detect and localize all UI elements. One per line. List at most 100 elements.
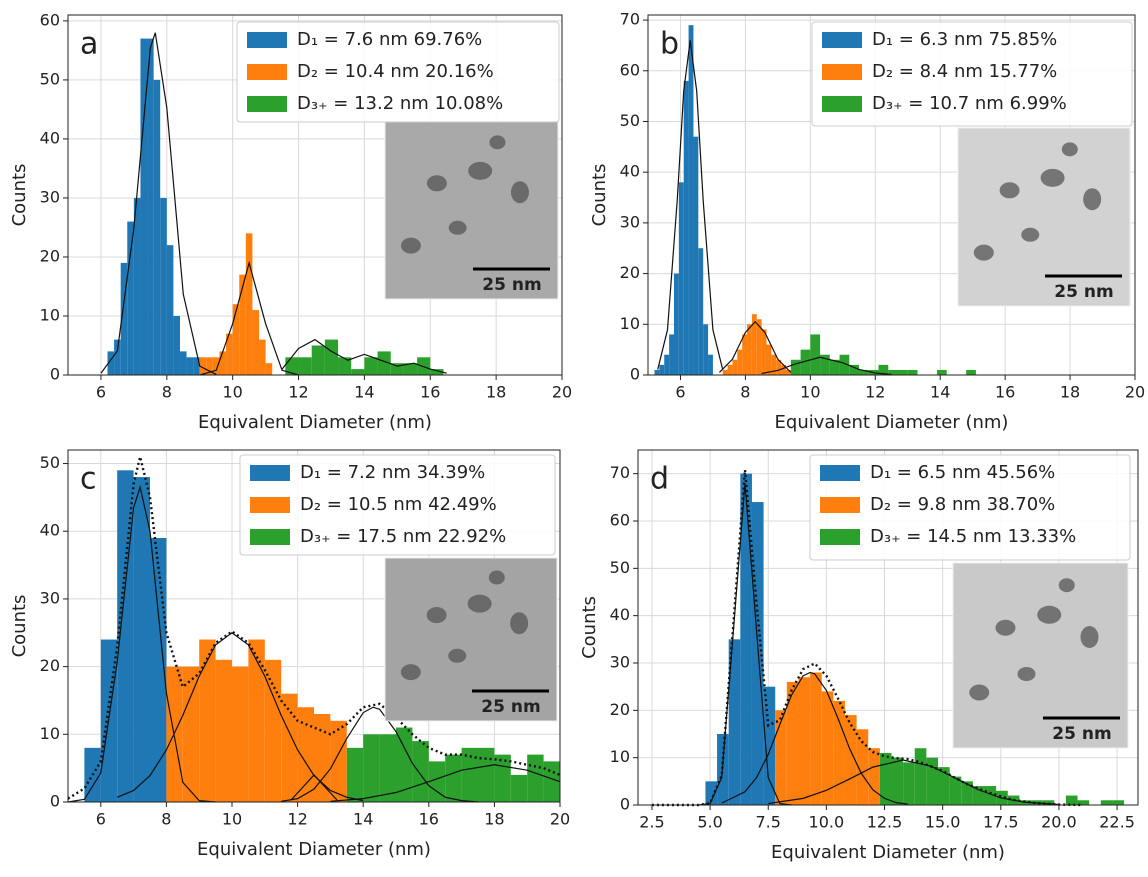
x-tick-label: 16: [420, 383, 440, 402]
histogram-bar: [821, 691, 834, 805]
particle: [1061, 142, 1078, 157]
x-tick-label: 6: [96, 810, 106, 829]
plot-frame: [67, 449, 561, 803]
histogram-bar: [751, 314, 757, 375]
histogram-bar: [771, 354, 777, 375]
histogram-bar: [264, 659, 282, 802]
x-tick-label: 22.5: [1099, 813, 1135, 832]
x-tick-label: 17.5: [983, 813, 1019, 832]
legend-swatch: [822, 32, 862, 48]
histogram-bar: [186, 357, 194, 375]
y-axis-label: Counts: [579, 596, 600, 659]
histogram-bar: [120, 262, 128, 375]
histogram-bar: [800, 349, 811, 375]
particle: [467, 594, 492, 613]
histogram-bar: [232, 304, 240, 375]
y-tick-label: 0: [50, 792, 60, 811]
x-tick-label: 20: [550, 810, 570, 829]
legend-swatch: [822, 96, 862, 112]
y-tick-label: 20: [40, 246, 60, 265]
histogram-bar: [756, 319, 762, 375]
x-tick-label: 18: [484, 810, 504, 829]
histogram-bar: [728, 639, 741, 805]
x-tick-label: 8: [740, 383, 750, 402]
histogram-bar: [107, 351, 115, 375]
histogram-bar: [798, 677, 811, 805]
histogram-bar: [829, 359, 840, 375]
panel-letter: a: [80, 27, 98, 62]
y-tick-label: 50: [620, 111, 640, 130]
x-axis-label: Equivalent Diameter (nm): [198, 412, 432, 433]
histogram-bar: [219, 351, 227, 375]
x-tick-label: 10.0: [809, 813, 845, 832]
particle: [426, 175, 447, 192]
histogram-bar: [114, 339, 121, 375]
histogram-bar: [390, 363, 404, 375]
particle: [426, 607, 447, 624]
histogram-bar: [766, 344, 772, 375]
particle: [489, 135, 506, 150]
histogram-bar: [984, 786, 997, 805]
histogram-bar: [265, 363, 273, 375]
x-tick-label: 10: [222, 810, 242, 829]
plot-frame: [647, 14, 1136, 376]
histogram-bar: [215, 659, 232, 802]
histogram-bar: [346, 747, 364, 802]
histogram-bar: [891, 757, 904, 805]
histogram-bar: [127, 221, 134, 375]
x-tick-label: 8: [162, 383, 172, 402]
particle: [510, 612, 529, 635]
y-tick-label: 20: [40, 656, 60, 675]
x-tick-label: 16: [995, 383, 1015, 402]
histogram-bar: [907, 369, 918, 375]
y-tick-label: 10: [620, 314, 640, 333]
fit-curve: [719, 320, 792, 373]
histogram-bar: [763, 686, 776, 805]
fit-curve: [67, 456, 561, 800]
histogram-bar: [133, 197, 141, 375]
y-tick-label: 60: [610, 511, 630, 530]
histogram-bar: [226, 333, 233, 375]
histogram-bar: [775, 710, 787, 805]
particle: [1017, 667, 1036, 681]
histogram-bar: [206, 357, 213, 375]
y-tick-label: 30: [40, 588, 60, 607]
histogram-bar: [1042, 800, 1055, 805]
histogram-bar: [364, 357, 378, 375]
histogram-bar: [182, 666, 200, 802]
histogram-bar: [703, 324, 709, 375]
plot-frame: [67, 14, 563, 376]
particle: [1058, 578, 1075, 593]
histogram-bar: [363, 734, 380, 802]
y-tick-label: 50: [40, 69, 60, 88]
histogram-bar: [147, 38, 154, 375]
particle: [995, 619, 1016, 636]
histogram-bar: [494, 754, 511, 802]
histogram-bar: [527, 754, 544, 802]
histogram-bar: [810, 334, 821, 375]
x-tick-label: 5.0: [697, 813, 722, 832]
particle: [969, 684, 990, 701]
histogram-bar: [1100, 800, 1113, 805]
histogram-bar: [936, 369, 947, 375]
scale-label: 25 nm: [1054, 282, 1113, 302]
fit-curve: [761, 356, 892, 376]
particle: [1080, 626, 1099, 648]
legend-box: [809, 454, 1131, 561]
fit-curve: [67, 484, 216, 803]
particle: [488, 570, 505, 585]
histogram-bar: [1065, 795, 1078, 805]
histogram-bar: [150, 538, 167, 802]
histogram-bar: [879, 752, 892, 805]
y-tick-label: 60: [40, 10, 60, 29]
histogram-bar: [412, 741, 429, 802]
histogram-bar: [430, 369, 444, 375]
histogram-bar: [403, 363, 418, 375]
y-axis-label: Counts: [9, 595, 30, 658]
histogram-bar: [428, 761, 446, 802]
histogram-bar: [849, 364, 860, 375]
legend-label: D₁ = 6.5 nm 45.56%: [870, 462, 1055, 483]
histogram-bar: [173, 315, 180, 375]
histogram-bar: [133, 477, 150, 802]
